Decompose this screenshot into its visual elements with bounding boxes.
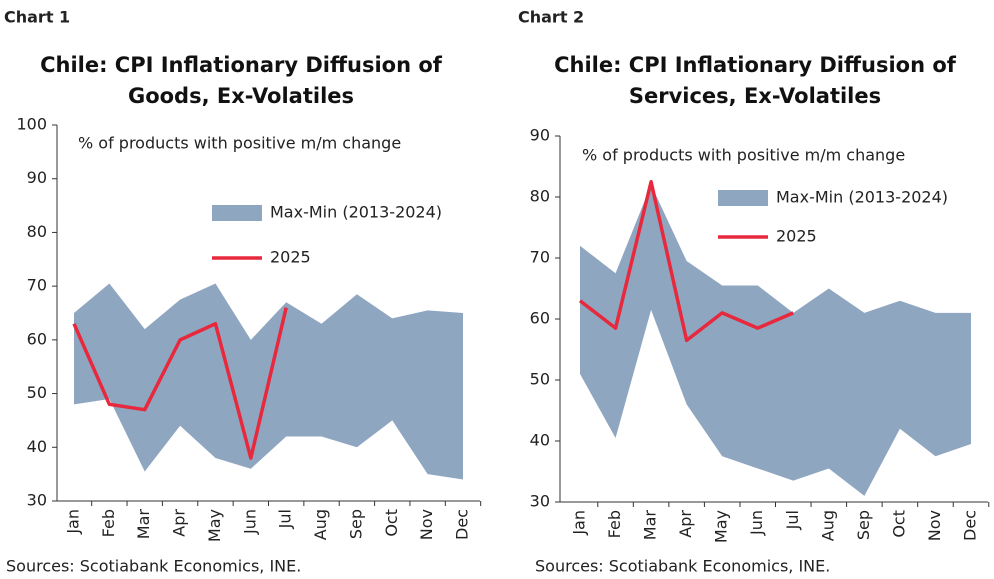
legend-label: Max-Min (2013-2024) (776, 188, 948, 207)
x-tick-label: Jul (276, 509, 295, 529)
x-tick-label: Dec (453, 509, 472, 540)
x-tick-label: Oct (889, 510, 908, 538)
legend-swatch (718, 190, 768, 206)
chart-label: Chart 1 (4, 8, 70, 27)
x-tick-label: Jul (783, 510, 802, 530)
line-2025 (72, 307, 288, 460)
x-tick-label: Jun (240, 509, 259, 535)
legend-swatch (212, 205, 262, 221)
y-tick-label: 60 (530, 309, 550, 328)
x-tick-label: Feb (99, 509, 118, 537)
chart-label: Chart 2 (518, 8, 584, 27)
y-tick-label: 50 (530, 370, 550, 389)
line-2025 (578, 180, 794, 343)
y-tick-label: 70 (530, 248, 550, 267)
y-tick-label: 60 (27, 329, 47, 348)
legend-label: 2025 (270, 248, 311, 267)
y-tick-label: 50 (27, 383, 47, 402)
x-tick-label: Sep (346, 509, 365, 539)
y-tick-label: 30 (530, 492, 550, 511)
x-tick-label: Mar (134, 509, 153, 540)
annotation: % of products with positive m/m change (582, 146, 905, 165)
source: Sources: Scotiabank Economics, INE. (6, 557, 301, 576)
chart-title: Chile: CPI Inflationary Diffusion of Goo… (40, 53, 442, 108)
source: Sources: Scotiabank Economics, INE. (535, 557, 830, 576)
range-band (580, 184, 971, 496)
chart-title: Chile: CPI Inflationary Diffusion of Ser… (554, 53, 956, 108)
x-tick-label: Jan (570, 510, 589, 536)
x-tick-label: Apr (170, 509, 189, 537)
x-tick-label: Feb (605, 510, 624, 538)
x-tick-label: Jan (64, 509, 83, 535)
annotation: % of products with positive m/m change (78, 134, 401, 153)
x-tick-label: May (712, 510, 731, 543)
legend-label: 2025 (776, 227, 817, 246)
y-tick-label: 90 (530, 126, 550, 145)
x-tick-label: Mar (641, 510, 660, 541)
y-tick-label: 40 (27, 437, 47, 456)
x-tick-label: Apr (676, 510, 695, 538)
legend-label: Max-Min (2013-2024) (270, 203, 442, 222)
y-tick-label: 100 (16, 115, 47, 134)
x-tick-label: Aug (311, 509, 330, 540)
x-tick-label: Dec (961, 510, 980, 541)
x-tick-label: Aug (818, 510, 837, 541)
y-tick-label: 30 (27, 491, 47, 510)
x-tick-label: May (205, 509, 224, 542)
x-tick-label: Jun (747, 510, 766, 536)
y-tick-label: 70 (27, 276, 47, 295)
x-tick-label: Oct (382, 509, 401, 537)
y-tick-label: 90 (27, 168, 47, 187)
x-tick-label: Nov (417, 509, 436, 540)
y-tick-label: 40 (530, 431, 550, 450)
x-tick-label: Nov (925, 510, 944, 541)
y-tick-label: 80 (27, 222, 47, 241)
y-tick-label: 80 (530, 187, 550, 206)
x-tick-label: Sep (854, 510, 873, 540)
